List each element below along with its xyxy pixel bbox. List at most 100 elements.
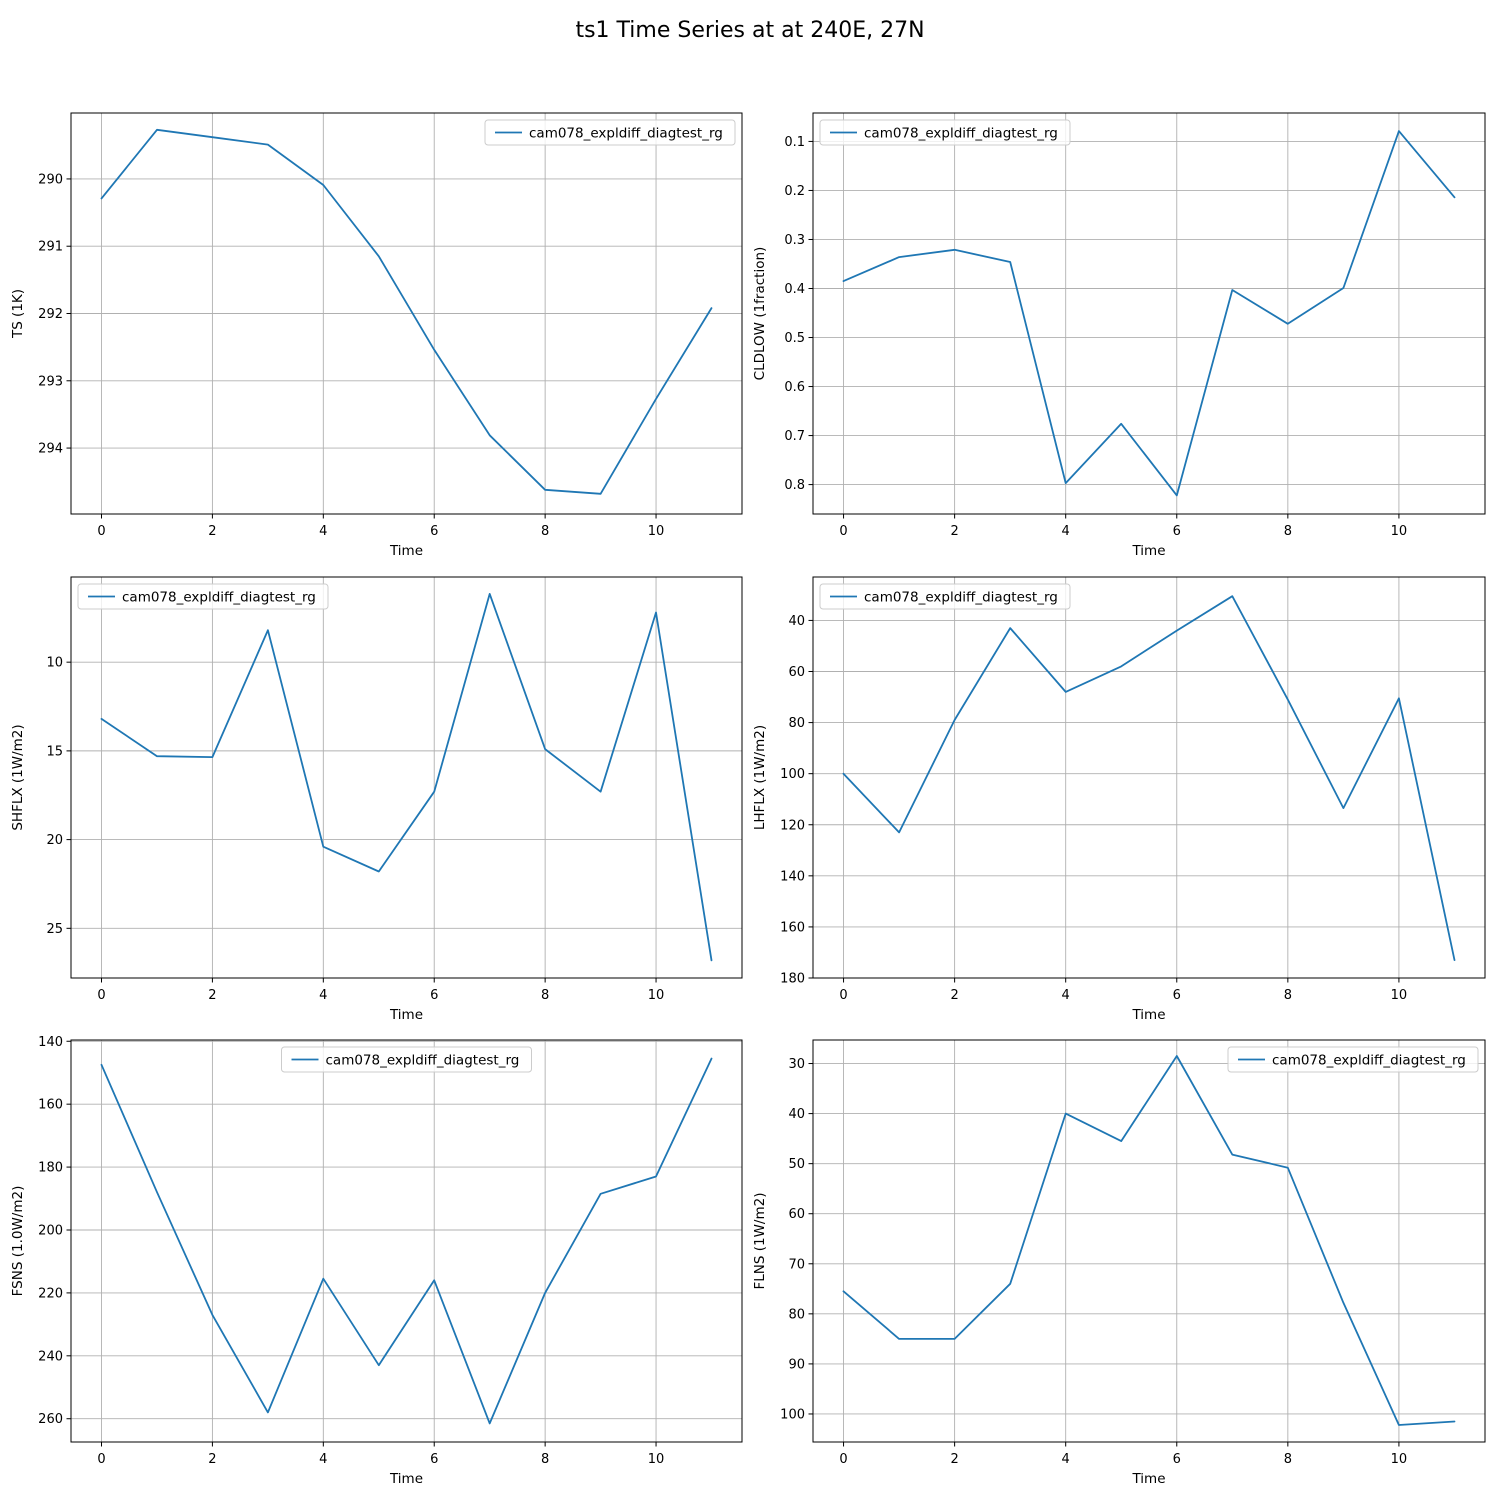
x-axis-label: Time [389,1007,423,1023]
y-tick-label: 220 [38,1286,63,1301]
y-tick-label: 15 [46,744,63,759]
y-tick-label: 0.1 [784,135,805,150]
axes-frame [812,112,1486,515]
subplot-3: 0 2 4 6 8 10 10 15 20 25 Time SHFLX (1W/m2) cam078_e… [10,576,743,1023]
legend: cam078_expldiff_diagtest_rg [281,1046,532,1073]
y-tick-label: 160 [38,1098,63,1113]
x-tick-label: 8 [541,988,549,1003]
x-tick-label: 2 [208,524,216,539]
subplot-4: 0 2 4 6 8 10 40 60 80 100 120 140 160 180 Time LHFLX (1… [752,576,1486,1023]
y-tick-label: 260 [38,1412,63,1427]
x-tick-label: 6 [430,988,438,1003]
y-tick-label: 293 [38,374,63,389]
figure-title: ts1 Time Series at at 240E, 27N [575,18,924,43]
legend-box [281,1046,532,1073]
legend-label: cam078_expldiff_diagtest_rg [326,1052,520,1068]
x-tick-label: 4 [1062,1452,1070,1467]
x-tick-label: 4 [1062,988,1070,1003]
y-tick-label: 140 [780,869,805,884]
y-tick-label: 100 [780,1407,805,1422]
x-tick-label: 2 [208,1452,216,1467]
x-tick-label: 6 [1173,988,1181,1003]
y-tick-label: 70 [788,1257,805,1272]
x-tick-label: 8 [1284,524,1292,539]
x-tick-label: 0 [97,1452,105,1467]
x-tick-label: 2 [950,524,958,539]
y-axis-label: SHFLX (1W/m2) [10,724,26,830]
legend: cam078_expldiff_diagtest_rg [484,119,736,146]
x-tick-label: 10 [648,524,665,539]
legend-box [819,119,1071,146]
x-tick-label: 10 [648,988,665,1003]
y-tick-label: 290 [38,172,63,187]
x-tick-label: 8 [541,524,549,539]
x-tick-label: 8 [1284,1452,1292,1467]
axes-frame [70,1039,743,1443]
x-tick-label: 4 [319,1452,327,1467]
subplot-6: 0 2 4 6 8 10 30 40 50 60 70 80 90 100 Time FLNS (1W/m2)… [752,1039,1486,1487]
y-axis-label: TS (1K) [10,289,26,339]
y-tick-label: 100 [780,767,805,782]
x-tick-label: 10 [648,1452,665,1467]
series-line [100,128,713,495]
axes-frame [70,576,743,979]
legend-label: cam078_expldiff_diagtest_rg [529,125,723,141]
y-tick-label: 25 [46,922,63,937]
x-tick-label: 6 [430,1452,438,1467]
subplot-5: 0 2 4 6 8 10 140 160 180 200 220 240 260 Time FSNS (1.… [10,1035,743,1487]
series-line [842,595,1456,961]
x-tick-label: 0 [839,524,847,539]
axes-frame [812,576,1486,979]
y-tick-label: 0.7 [784,429,805,444]
y-axis-label: FSNS (1.0W/m2) [10,1186,26,1297]
x-tick-label: 0 [97,988,105,1003]
y-axis-label: LHFLX (1W/m2) [752,725,768,830]
y-tick-label: 0.8 [784,478,805,493]
y-tick-label: 140 [38,1035,63,1050]
x-tick-label: 2 [208,988,216,1003]
y-axis-label: FLNS (1W/m2) [752,1192,768,1289]
y-tick-label: 10 [46,656,63,671]
y-tick-label: 80 [788,716,805,731]
x-tick-label: 6 [1173,524,1181,539]
legend-label: cam078_expldiff_diagtest_rg [864,125,1058,141]
series-line [100,593,713,962]
y-tick-label: 120 [780,818,805,833]
y-tick-label: 0.6 [784,380,805,395]
subplot-2: 0 2 4 6 8 10 0.1 0.2 0.3 0.4 0.5 0.6 0.7 0.8 Time CLDLO… [752,112,1486,559]
x-tick-label: 0 [839,988,847,1003]
x-tick-label: 2 [950,1452,958,1467]
y-axis-label: CLDLOW (1fraction) [752,247,768,381]
x-tick-label: 2 [950,988,958,1003]
y-tick-label: 90 [788,1357,805,1372]
x-tick-label: 8 [1284,988,1292,1003]
y-tick-label: 0.4 [784,282,805,297]
x-axis-label: Time [389,1471,423,1487]
y-tick-label: 0.5 [784,331,805,346]
x-axis-label: Time [1131,1471,1165,1487]
y-tick-label: 30 [788,1057,805,1072]
series-line [100,1057,713,1425]
x-tick-label: 8 [541,1452,549,1467]
y-tick-label: 60 [788,665,805,680]
legend-label: cam078_expldiff_diagtest_rg [1272,1052,1466,1068]
legend-box [1227,1046,1479,1073]
subplot-1: 0 2 4 6 8 10 290 291 292 293 294 Time TS (1K) cam078_… [10,112,743,559]
x-axis-label: Time [1131,1007,1165,1023]
x-tick-label: 4 [319,988,327,1003]
legend-box [77,583,329,610]
y-tick-label: 0.2 [784,184,805,199]
x-tick-label: 10 [1391,524,1408,539]
y-tick-label: 20 [46,833,63,848]
y-tick-label: 40 [788,1107,805,1122]
x-tick-label: 0 [839,1452,847,1467]
x-axis-label: Time [1131,543,1165,559]
y-tick-label: 80 [788,1307,805,1322]
y-tick-label: 40 [788,614,805,629]
legend-label: cam078_expldiff_diagtest_rg [864,589,1058,605]
y-tick-label: 294 [38,442,63,457]
axes-frame [812,1039,1486,1443]
